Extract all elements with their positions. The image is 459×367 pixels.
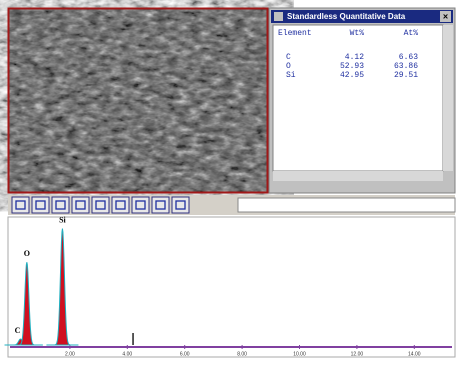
h-scrollbar[interactable] <box>273 171 443 181</box>
table-cell: 42.95 <box>340 71 364 80</box>
status-field <box>238 198 455 212</box>
tool-button[interactable] <box>72 197 89 213</box>
x-tick-label: 10.00 <box>293 351 306 357</box>
x-tick-label: 14.00 <box>408 351 421 357</box>
tool-button[interactable] <box>152 197 169 213</box>
tool-button[interactable] <box>112 197 129 213</box>
tool-button[interactable] <box>132 197 149 213</box>
peak-label: Si <box>59 215 66 224</box>
table-cell: O <box>286 62 291 71</box>
tool-button[interactable] <box>12 197 29 213</box>
spectrum-panel <box>8 217 455 357</box>
close-icon: × <box>443 11 448 21</box>
table-area <box>273 25 443 171</box>
v-scrollbar[interactable] <box>443 25 453 171</box>
table-cell: 6.63 <box>399 53 418 62</box>
tool-button[interactable] <box>32 197 49 213</box>
peak-label: C <box>15 326 21 335</box>
sem-texture <box>8 8 268 193</box>
table-header: Element <box>278 29 312 38</box>
peak-label: O <box>24 249 30 258</box>
x-tick-label: 8.00 <box>237 351 247 357</box>
tool-button[interactable] <box>172 197 189 213</box>
tool-button[interactable] <box>52 197 69 213</box>
table-cell: C <box>286 53 291 62</box>
x-tick-label: 6.00 <box>180 351 190 357</box>
table-cell: 29.51 <box>394 71 418 80</box>
table-cell: 52.93 <box>340 62 364 71</box>
window-icon[interactable] <box>274 12 283 21</box>
x-tick-label: 4.00 <box>122 351 132 357</box>
table-cell: Si <box>286 71 296 80</box>
table-header: At% <box>404 29 419 38</box>
table-cell: 63.86 <box>394 62 418 71</box>
x-tick-label: 2.00 <box>65 351 75 357</box>
tool-button[interactable] <box>92 197 109 213</box>
x-tick-label: 12.00 <box>351 351 364 357</box>
table-header: Wt% <box>350 29 365 38</box>
eds-screen: Standardless Quantitative Data × Element… <box>0 0 459 362</box>
window-title: Standardless Quantitative Data <box>287 12 406 21</box>
table-cell: 4.12 <box>345 53 364 62</box>
